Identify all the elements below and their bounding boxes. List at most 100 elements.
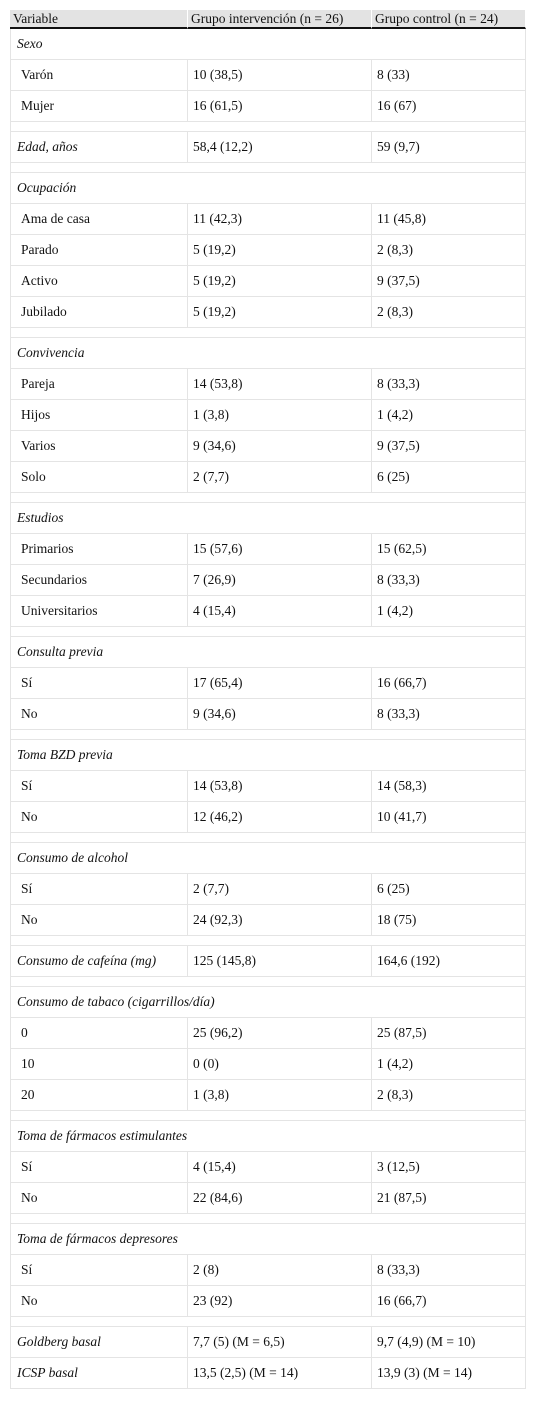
spacer-cell xyxy=(10,1317,526,1327)
table-row: Activo 5 (19,2) 9 (37,5) xyxy=(10,266,526,297)
table-cell: 23 (92) xyxy=(188,1286,372,1317)
table-cell: Consulta previa xyxy=(10,637,526,668)
table-cell: 2 (8) xyxy=(188,1255,372,1286)
table-cell: 8 (33,3) xyxy=(372,1255,526,1286)
spacer-row xyxy=(10,493,526,503)
table-cell: Ama de casa xyxy=(10,204,188,235)
table-cell: 11 (45,8) xyxy=(372,204,526,235)
table-row: 20 1 (3,8) 2 (8,3) xyxy=(10,1080,526,1111)
table-cell: 2 (7,7) xyxy=(188,462,372,493)
table-row: Sí 17 (65,4) 16 (66,7) xyxy=(10,668,526,699)
table-cell: 9 (34,6) xyxy=(188,431,372,462)
table-cell: 1 (4,2) xyxy=(372,400,526,431)
table-cell: 25 (96,2) xyxy=(188,1018,372,1049)
table-cell: 22 (84,6) xyxy=(188,1183,372,1214)
table-cell: 2 (8,3) xyxy=(372,235,526,266)
table-cell: 1 (4,2) xyxy=(372,1049,526,1080)
table-cell: ICSP basal xyxy=(10,1358,188,1389)
table-row: Consumo de cafeína (mg) 125 (145,8) 164,6 … xyxy=(10,946,526,977)
group-row: Consulta previa xyxy=(10,637,526,668)
spacer-row xyxy=(10,977,526,987)
table-cell: Sexo xyxy=(10,29,526,60)
table-row: Hijos 1 (3,8) 1 (4,2) xyxy=(10,400,526,431)
table-cell: Consumo de tabaco (cigarrillos/día) xyxy=(10,987,526,1018)
spacer-row xyxy=(10,833,526,843)
table-cell: 15 (57,6) xyxy=(188,534,372,565)
group-row: Convivencia xyxy=(10,338,526,369)
table-cell: Sí xyxy=(10,1255,188,1286)
table-cell: 12 (46,2) xyxy=(188,802,372,833)
spacer-row xyxy=(10,1214,526,1224)
spacer-cell xyxy=(10,1214,526,1224)
table-cell: 13,5 (2,5) (M = 14) xyxy=(188,1358,372,1389)
table-row: No 9 (34,6) 8 (33,3) xyxy=(10,699,526,730)
spacer-row xyxy=(10,627,526,637)
table-cell: 1 (3,8) xyxy=(188,400,372,431)
table-cell: Ocupación xyxy=(10,173,526,204)
table-cell: 2 (7,7) xyxy=(188,874,372,905)
table-cell: 3 (12,5) xyxy=(372,1152,526,1183)
table-row: No 12 (46,2) 10 (41,7) xyxy=(10,802,526,833)
table-cell: No xyxy=(10,1183,188,1214)
table-cell: Jubilado xyxy=(10,297,188,328)
table-row: Sí 14 (53,8) 14 (58,3) xyxy=(10,771,526,802)
group-row: Toma BZD previa xyxy=(10,740,526,771)
table-cell: 15 (62,5) xyxy=(372,534,526,565)
table-cell: 8 (33,3) xyxy=(372,699,526,730)
table-cell: Goldberg basal xyxy=(10,1327,188,1358)
table-cell: Convivencia xyxy=(10,338,526,369)
table-cell: Pareja xyxy=(10,369,188,400)
table-cell: 0 xyxy=(10,1018,188,1049)
table-row: Universitarios 4 (15,4) 1 (4,2) xyxy=(10,596,526,627)
table-cell: 16 (66,7) xyxy=(372,668,526,699)
table-cell: Solo xyxy=(10,462,188,493)
table-container: Variable Grupo intervención (n = 26) Gru… xyxy=(10,10,526,1389)
table-cell: 14 (53,8) xyxy=(188,369,372,400)
group-row: Ocupación xyxy=(10,173,526,204)
table-cell: Mujer xyxy=(10,91,188,122)
table-cell: No xyxy=(10,1286,188,1317)
table-cell: 7,7 (5) (M = 6,5) xyxy=(188,1327,372,1358)
table-cell: No xyxy=(10,802,188,833)
table-cell: Secundarios xyxy=(10,565,188,596)
table-cell: 5 (19,2) xyxy=(188,235,372,266)
spacer-cell xyxy=(10,493,526,503)
table-cell: 16 (61,5) xyxy=(188,91,372,122)
table-row: Sí 2 (7,7) 6 (25) xyxy=(10,874,526,905)
table-header-row: Variable Grupo intervención (n = 26) Gru… xyxy=(10,10,526,29)
table-cell: Toma de fármacos estimulantes xyxy=(10,1121,526,1152)
group-row: Toma de fármacos estimulantes xyxy=(10,1121,526,1152)
table-cell: 16 (67) xyxy=(372,91,526,122)
table-row: Jubilado 5 (19,2) 2 (8,3) xyxy=(10,297,526,328)
table-row: No 24 (92,3) 18 (75) xyxy=(10,905,526,936)
table-cell: 7 (26,9) xyxy=(188,565,372,596)
table-cell: 9 (34,6) xyxy=(188,699,372,730)
spacer-row xyxy=(10,1317,526,1327)
table-row: Varón 10 (38,5) 8 (33) xyxy=(10,60,526,91)
table-row: Sí 4 (15,4) 3 (12,5) xyxy=(10,1152,526,1183)
table-row: ICSP basal 13,5 (2,5) (M = 14) 13,9 (3) (M… xyxy=(10,1358,526,1389)
table-cell: 5 (19,2) xyxy=(188,297,372,328)
table-row: Ama de casa 11 (42,3) 11 (45,8) xyxy=(10,204,526,235)
table-cell: Hijos xyxy=(10,400,188,431)
table-cell: No xyxy=(10,905,188,936)
spacer-cell xyxy=(10,122,526,132)
table-cell: 4 (15,4) xyxy=(188,596,372,627)
table-row: Solo 2 (7,7) 6 (25) xyxy=(10,462,526,493)
table-cell: 16 (66,7) xyxy=(372,1286,526,1317)
table-cell: 24 (92,3) xyxy=(188,905,372,936)
table-cell: 125 (145,8) xyxy=(188,946,372,977)
spacer-cell xyxy=(10,1111,526,1121)
table-cell: 10 xyxy=(10,1049,188,1080)
spacer-cell xyxy=(10,328,526,338)
table-cell: 1 (3,8) xyxy=(188,1080,372,1111)
table-cell: Estudios xyxy=(10,503,526,534)
spacer-cell xyxy=(10,936,526,946)
table-row: Primarios 15 (57,6) 15 (62,5) xyxy=(10,534,526,565)
spacer-cell xyxy=(10,977,526,987)
table-row: No 22 (84,6) 21 (87,5) xyxy=(10,1183,526,1214)
table-cell: 6 (25) xyxy=(372,874,526,905)
table-row: 10 0 (0) 1 (4,2) xyxy=(10,1049,526,1080)
table-cell: 18 (75) xyxy=(372,905,526,936)
table-cell: Parado xyxy=(10,235,188,266)
